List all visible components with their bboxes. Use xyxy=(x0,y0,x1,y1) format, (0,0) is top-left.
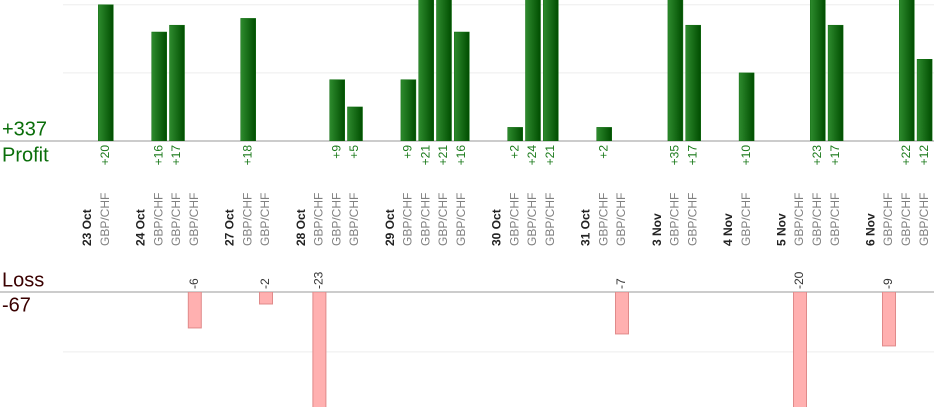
date-label: 5 Nov xyxy=(774,213,788,246)
profit-value-label: +21 xyxy=(543,145,557,166)
profit-bar xyxy=(436,0,452,141)
profit-bar xyxy=(347,106,363,141)
profit-value-label: +16 xyxy=(151,145,165,166)
profit-bar xyxy=(400,79,417,141)
loss-total: -67 xyxy=(2,294,31,316)
loss-value-label: -6 xyxy=(187,278,201,289)
loss-value-label: -7 xyxy=(614,278,628,289)
date-label: 30 Oct xyxy=(490,209,504,246)
pair-label: GBP/CHF xyxy=(418,193,432,246)
profit-value-label: +17 xyxy=(828,145,842,166)
pair-label: GBP/CHF xyxy=(543,193,557,246)
pair-label: GBP/CHF xyxy=(881,193,895,246)
pair-label: GBP/CHF xyxy=(329,193,343,246)
profit-bar xyxy=(169,24,185,141)
pair-label: GBP/CHF xyxy=(899,193,913,246)
loss-value-label: -9 xyxy=(881,278,895,289)
loss-value-label: -23 xyxy=(312,271,326,289)
profit-bar xyxy=(827,24,844,141)
pair-label: GBP/CHF xyxy=(312,193,326,246)
pair-label: GBP/CHF xyxy=(525,193,539,246)
profit-value-label: +21 xyxy=(436,145,450,166)
pair-label: GBP/CHF xyxy=(685,193,699,246)
pair-label: GBP/CHF xyxy=(258,193,272,246)
pair-label: GBP/CHF xyxy=(454,193,468,246)
pair-label: GBP/CHF xyxy=(436,193,450,246)
profit-bar xyxy=(418,0,434,141)
date-label: 29 Oct xyxy=(383,209,397,246)
date-label: 28 Oct xyxy=(294,209,308,246)
loss-value-label: -2 xyxy=(258,278,272,289)
pair-label: GBP/CHF xyxy=(596,193,610,246)
profit-value-label: +23 xyxy=(810,145,824,166)
pair-label: GBP/CHF xyxy=(169,193,183,246)
loss-bar xyxy=(187,292,202,329)
pair-label: GBP/CHF xyxy=(614,193,628,246)
loss-bar xyxy=(615,292,629,335)
profit-value-label: +9 xyxy=(401,145,415,159)
loss-bar xyxy=(882,292,896,347)
loss-bar xyxy=(793,292,807,407)
profit-value-label: +22 xyxy=(899,145,913,166)
pair-label: GBP/CHF xyxy=(828,193,842,246)
profit-value-label: +21 xyxy=(418,145,432,166)
pair-label: GBP/CHF xyxy=(151,193,165,246)
profit-bar xyxy=(899,0,915,141)
loss-label: Loss xyxy=(2,269,44,291)
profit-value-label: +17 xyxy=(685,145,699,166)
profit-value-label: +2 xyxy=(596,145,610,159)
profit-bar xyxy=(98,4,114,141)
profit-bar xyxy=(596,127,612,141)
profit-bar xyxy=(507,127,523,141)
profit-value-label: +18 xyxy=(240,145,254,166)
profit-bar xyxy=(151,31,167,141)
pair-label: GBP/CHF xyxy=(507,193,521,246)
profit-bar xyxy=(810,0,826,141)
date-label: 27 Oct xyxy=(223,209,237,246)
profit-bar xyxy=(525,0,541,141)
date-label: 31 Oct xyxy=(579,209,593,246)
profit-value-label: +24 xyxy=(525,145,539,166)
profit-bar xyxy=(738,72,755,141)
profit-bar xyxy=(329,79,345,141)
date-label: 4 Nov xyxy=(721,213,735,246)
profit-total: +337 xyxy=(2,118,47,140)
profit-bar xyxy=(543,0,559,141)
profit-bar xyxy=(454,31,470,141)
bars xyxy=(98,0,933,407)
date-label: 6 Nov xyxy=(863,213,877,246)
profit-value-label: +5 xyxy=(347,145,361,159)
profit-value-label: +9 xyxy=(329,145,343,159)
profit-value-label: +2 xyxy=(507,145,521,159)
pair-label: GBP/CHF xyxy=(739,193,753,246)
pair-label: GBP/CHF xyxy=(668,193,682,246)
profit-bar xyxy=(667,0,684,141)
profit-bar xyxy=(916,59,933,141)
pair-label: GBP/CHF xyxy=(792,193,806,246)
profit-value-label: +17 xyxy=(169,145,183,166)
profit-value-label: +10 xyxy=(739,145,753,166)
loss-bar xyxy=(312,292,327,407)
pair-label: GBP/CHF xyxy=(240,193,254,246)
pair-label: GBP/CHF xyxy=(347,193,361,246)
pair-label: GBP/CHF xyxy=(187,193,201,246)
date-label: 23 Oct xyxy=(80,209,94,246)
profit-value-label: +16 xyxy=(454,145,468,166)
profit-bar xyxy=(240,18,256,141)
pair-label: GBP/CHF xyxy=(810,193,824,246)
pair-label: GBP/CHF xyxy=(401,193,415,246)
profit-value-label: +12 xyxy=(917,145,931,166)
profit-value-label: +35 xyxy=(668,145,682,166)
pair-label: GBP/CHF xyxy=(98,193,112,246)
profit-value-label: +20 xyxy=(98,145,112,166)
pair-label: GBP/CHF xyxy=(917,193,931,246)
date-label: 24 Oct xyxy=(134,209,148,246)
loss-value-label: -20 xyxy=(792,271,806,289)
loss-bar xyxy=(259,292,273,305)
profit-bar xyxy=(685,24,701,141)
date-label: 3 Nov xyxy=(650,213,664,246)
profit-label: Profit xyxy=(2,144,49,166)
